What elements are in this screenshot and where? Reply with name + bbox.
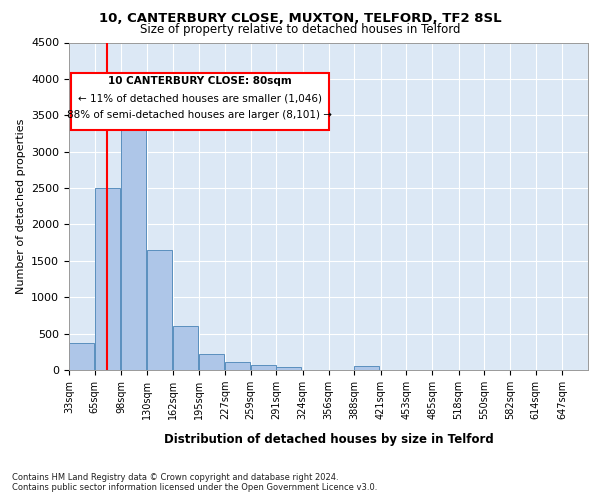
Bar <box>121 97 146 370</box>
Bar <box>354 366 379 370</box>
Bar <box>173 326 198 370</box>
Text: Contains public sector information licensed under the Open Government Licence v3: Contains public sector information licen… <box>12 482 377 492</box>
Bar <box>199 354 224 370</box>
Text: 88% of semi-detached houses are larger (8,101) →: 88% of semi-detached houses are larger (… <box>67 110 332 120</box>
Text: Size of property relative to detached houses in Telford: Size of property relative to detached ho… <box>140 22 460 36</box>
Text: ← 11% of detached houses are smaller (1,046): ← 11% of detached houses are smaller (1,… <box>78 94 322 104</box>
Text: Contains HM Land Registry data © Crown copyright and database right 2024.: Contains HM Land Registry data © Crown c… <box>12 472 338 482</box>
Y-axis label: Number of detached properties: Number of detached properties <box>16 118 26 294</box>
Bar <box>147 250 172 370</box>
Bar <box>225 362 250 370</box>
Text: 10, CANTERBURY CLOSE, MUXTON, TELFORD, TF2 8SL: 10, CANTERBURY CLOSE, MUXTON, TELFORD, T… <box>98 12 502 26</box>
Bar <box>69 343 94 370</box>
Bar <box>276 367 301 370</box>
Bar <box>251 366 275 370</box>
Text: Distribution of detached houses by size in Telford: Distribution of detached houses by size … <box>164 432 494 446</box>
Text: 10 CANTERBURY CLOSE: 80sqm: 10 CANTERBURY CLOSE: 80sqm <box>108 76 292 86</box>
Bar <box>95 188 120 370</box>
